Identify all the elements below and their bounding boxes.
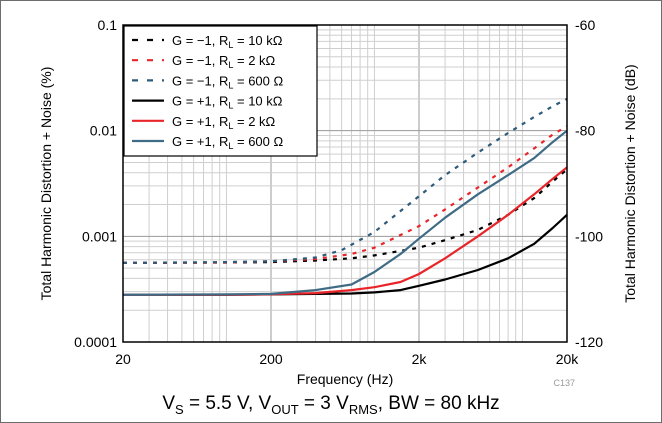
legend-text-part: G = −1, R — [172, 73, 228, 88]
plot-frame-layer — [122, 24, 568, 343]
legend-subscript: L — [228, 101, 233, 111]
legend-subscript: L — [228, 40, 233, 50]
axis-labels-layer: Frequency (Hz) Total Harmonic Distortion … — [38, 64, 638, 417]
legend-text-part: G = +1, R — [172, 94, 228, 109]
legend-subscript: L — [228, 141, 233, 151]
y-left-tick-label: 0.0001 — [74, 334, 117, 350]
legend-subscript: L — [228, 121, 233, 131]
caption-subscript: S — [175, 402, 184, 417]
x-tick-label: 200 — [259, 351, 283, 367]
legend-entry-1: G = −1, RL = 10 kΩ — [172, 33, 283, 50]
legend-text-part: = 2 kΩ — [233, 53, 275, 68]
caption-text-part: V — [162, 393, 175, 414]
legend-text-part: = 600 Ω — [233, 73, 283, 88]
x-tick-label: 20k — [556, 351, 580, 367]
figure-code-label: C137 — [553, 378, 575, 388]
series-layer — [122, 97, 568, 296]
caption-text-part: = 3 V — [299, 393, 349, 414]
legend-subscript: L — [228, 80, 233, 90]
y-left-tick-label: 0.01 — [90, 123, 117, 139]
caption-text-part: , BW = 80 kHz — [378, 393, 500, 414]
y-right-tick-label: -120 — [575, 334, 603, 350]
y-left-tick-label: 0.1 — [98, 17, 118, 33]
legend-box — [123, 25, 318, 157]
x-tick-label: 20 — [115, 351, 131, 367]
series-line-1 — [122, 168, 568, 264]
legend-text-part: = 600 Ω — [233, 134, 283, 149]
y-left-axis-label: Total Harmonic Distortion + Noise (%) — [38, 67, 54, 301]
legend-text-part: = 2 kΩ — [233, 114, 275, 129]
legend-text-part: G = +1, R — [172, 134, 228, 149]
legend-entry-4: G = +1, RL = 10 kΩ — [172, 94, 283, 111]
conditions-caption: VS = 5.5 V, VOUT = 3 VRMS, BW = 80 kHz — [162, 393, 499, 417]
legend-text-part: = 10 kΩ — [233, 94, 282, 109]
legend-text-part: G = −1, R — [172, 53, 228, 68]
legend-entry-2: G = −1, RL = 2 kΩ — [172, 53, 276, 70]
legend-text-part: G = +1, R — [172, 114, 228, 129]
x-axis-label: Frequency (Hz) — [297, 371, 393, 387]
plot-frame — [122, 24, 568, 343]
caption-subscript: RMS — [349, 402, 378, 417]
x-tick-label: 2k — [412, 351, 428, 367]
legend-entry-3: G = −1, RL = 600 Ω — [172, 73, 284, 90]
legend-text-part: = 10 kΩ — [233, 33, 282, 48]
caption-text-part: = 5.5 V, V — [184, 393, 272, 414]
y-right-axis-label: Total Harmonic Distortion + Noise (dB) — [622, 64, 638, 302]
y-right-tick-label: -80 — [575, 123, 595, 139]
y-left-tick-label: 0.001 — [82, 228, 117, 244]
y-right-tick-label: -60 — [575, 17, 595, 33]
y-right-tick-label: -100 — [575, 228, 603, 244]
legend-entry-5: G = +1, RL = 2 kΩ — [172, 114, 276, 131]
series-line-5 — [123, 166, 568, 296]
legend-text-part: G = −1, R — [172, 33, 228, 48]
caption-subscript: OUT — [271, 402, 299, 417]
series-line-6 — [122, 129, 568, 296]
legend-entry-6: G = +1, RL = 600 Ω — [172, 134, 284, 151]
tick-labels-layer: 20 200 2k 20k 0.1 0.01 0.001 0.0001 -60 -80 -100 -1… — [74, 17, 603, 367]
series-line-2 — [122, 125, 568, 264]
legend-subscript: L — [228, 60, 233, 70]
legend: G = −1, RL = 10 kΩG = −1, RL = 2 kΩG = −… — [123, 25, 318, 157]
